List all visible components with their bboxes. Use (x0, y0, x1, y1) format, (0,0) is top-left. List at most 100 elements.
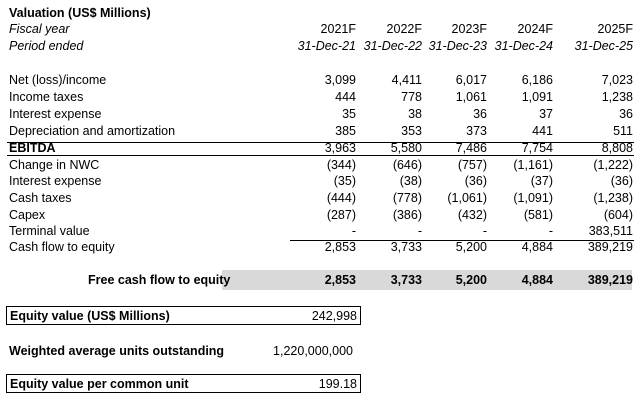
cell: 7,486 (455, 141, 487, 155)
table-row-depreciation: Depreciation and amortization 385 353 37… (0, 123, 640, 139)
cell: (444) (326, 191, 356, 205)
period-header: 31-Dec-21 (297, 39, 356, 53)
cell: - (417, 224, 422, 238)
table-row-ebitda: EBITDA 3,963 5,580 7,486 7,754 8,808 (0, 140, 640, 156)
table-row-fcfe: Free cash flow to equity 2,853 3,733 5,2… (0, 272, 640, 288)
cell: 7,754 (521, 141, 553, 155)
cell: 3,733 (390, 273, 422, 287)
cell: 5,580 (390, 141, 422, 155)
cell: (35) (333, 174, 356, 188)
table-row-terminal-value: Terminal value - - - - 383,511 (0, 223, 640, 239)
row-label: EBITDA (9, 141, 56, 155)
cell: 1,091 (521, 90, 553, 104)
cell: 8,808 (601, 141, 633, 155)
equity-per-unit-box: Equity value per common unit 199.18 (6, 374, 361, 393)
equity-value: 242,998 (311, 309, 357, 323)
row-label: Change in NWC (9, 158, 100, 172)
cell: (38) (399, 174, 422, 188)
cell: (287) (326, 208, 356, 222)
cell: 4,411 (391, 73, 422, 87)
cell: 37 (539, 107, 553, 121)
year-header: 2025F (597, 22, 633, 36)
period-header: 31-Dec-24 (494, 39, 553, 53)
cell: 2,853 (324, 273, 356, 287)
cell: 441 (532, 124, 553, 138)
cell: - (482, 224, 487, 238)
equity-value-label: Equity value (US$ Millions) (10, 309, 170, 323)
period-row: Period ended 31-Dec-21 31-Dec-22 31-Dec-… (0, 38, 640, 54)
cell: 3,099 (324, 73, 356, 87)
cell: 4,884 (521, 240, 553, 254)
cell: 1,238 (601, 90, 633, 104)
cell: 3,733 (390, 240, 422, 254)
ebitda-top-border (7, 142, 634, 143)
cell: 389,219 (587, 273, 633, 287)
year-header: 2024F (517, 22, 553, 36)
cell: 353 (401, 124, 422, 138)
cell: (581) (523, 208, 553, 222)
units-label: Weighted average units outstanding (9, 344, 225, 358)
cell: (778) (392, 191, 422, 205)
cell: (386) (392, 208, 422, 222)
cell: 4,884 (521, 273, 553, 287)
cell: 7,023 (601, 73, 633, 87)
year-header: 2023F (451, 22, 487, 36)
cell: 778 (401, 90, 422, 104)
cell: 5,200 (455, 273, 487, 287)
cell: - (548, 224, 553, 238)
year-header: 2022F (386, 22, 422, 36)
cell: (1,061) (447, 191, 487, 205)
equity-per-unit-label: Equity value per common unit (10, 377, 189, 391)
cell: (1,222) (593, 158, 633, 172)
period-header: 31-Dec-23 (428, 39, 487, 53)
cell: (646) (392, 158, 422, 172)
table-row-interest-expense: Interest expense 35 38 36 37 36 (0, 106, 640, 122)
cell: 36 (473, 107, 487, 121)
table-row-change-nwc: Change in NWC (344) (646) (757) (1,161) … (0, 157, 640, 173)
cell: 6,186 (521, 73, 553, 87)
cell: (36) (610, 174, 633, 188)
cell: (604) (603, 208, 633, 222)
cell: (36) (464, 174, 487, 188)
cell: (344) (326, 158, 356, 172)
row-label: Capex (9, 208, 46, 222)
row-label: Income taxes (9, 90, 84, 104)
units-value: 1,220,000,000 (273, 344, 353, 358)
period-header: 31-Dec-22 (363, 39, 422, 53)
period-label: Period ended (9, 39, 84, 53)
fcfe-highlight (222, 270, 632, 290)
table-row-cash-flow-to-equity: Cash flow to equity 2,853 3,733 5,200 4,… (0, 239, 640, 255)
cell: 2,853 (324, 240, 356, 254)
table-row-interest-expense-2: Interest expense (35) (38) (36) (37) (36… (0, 173, 640, 189)
cell: (757) (457, 158, 487, 172)
table-title: Valuation (US$ Millions) (9, 6, 151, 20)
row-label: Cash taxes (9, 191, 72, 205)
cell: (1,161) (513, 158, 553, 172)
cell: 38 (408, 107, 422, 121)
cell: 511 (613, 124, 633, 138)
period-header: 31-Dec-25 (574, 39, 633, 53)
cell: 385 (335, 124, 356, 138)
year-header: 2021F (320, 22, 356, 36)
cell: 1,061 (455, 90, 487, 104)
table-row-capex: Capex (287) (386) (432) (581) (604) (0, 207, 640, 223)
cell: 389,219 (587, 240, 633, 254)
row-label: Interest expense (9, 174, 102, 188)
row-label: Interest expense (9, 107, 102, 121)
table-row-cash-taxes: Cash taxes (444) (778) (1,061) (1,091) (… (0, 190, 640, 206)
row-label: Terminal value (9, 224, 90, 238)
cell: 3,963 (324, 141, 356, 155)
fiscal-year-row: Fiscal year 2021F 2022F 2023F 2024F 2025… (0, 21, 640, 37)
cell: 5,200 (455, 240, 487, 254)
ebitda-bottom-border (7, 155, 634, 156)
row-label: Cash flow to equity (9, 240, 115, 254)
cell: - (351, 224, 356, 238)
cell: (1,091) (513, 191, 553, 205)
row-label: Depreciation and amortization (9, 124, 176, 138)
equity-per-unit-value: 199.18 (318, 377, 357, 391)
cell: (37) (530, 174, 553, 188)
fiscal-year-label: Fiscal year (9, 22, 70, 36)
cell: 373 (466, 124, 487, 138)
table-title-row: Valuation (US$ Millions) (0, 5, 640, 21)
